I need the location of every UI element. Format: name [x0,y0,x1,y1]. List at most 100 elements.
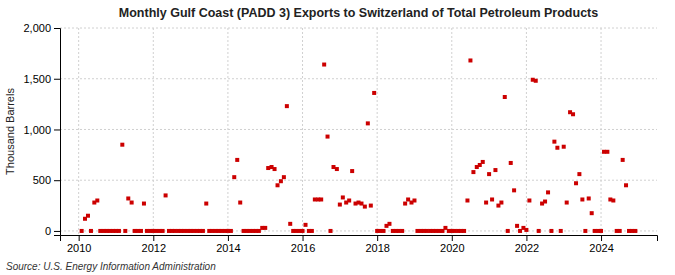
point [503,95,507,99]
tick-label: 2010 [67,242,91,254]
point [574,181,578,185]
tick: 2,000 [23,22,60,34]
point [80,229,84,233]
point [400,229,404,233]
point [204,202,208,206]
point [534,79,538,83]
tick-label: 2014 [216,242,240,254]
tick: 2012 [142,235,166,254]
tick-mark [303,235,304,241]
point [341,195,345,199]
grid-line [227,28,228,235]
point [490,197,494,201]
point [322,63,326,67]
grid-line [60,180,657,181]
tick-mark [79,235,80,241]
point [130,201,134,205]
point [229,229,233,233]
tick-label: 2020 [440,242,464,254]
point [387,222,391,226]
plot: 2010201220142016201820202022202405001,00… [23,22,657,254]
point [506,229,510,233]
point [546,190,550,194]
tick-mark [54,231,60,232]
tick-label: 2,000 [23,22,51,34]
point [366,121,370,125]
point [126,196,130,200]
tick: 2020 [440,235,464,254]
tick-mark [377,235,378,241]
point [142,202,146,206]
tick-label: 2024 [589,242,613,254]
point [335,167,339,171]
point [372,91,376,95]
tick: 2014 [216,235,240,254]
point [481,160,485,164]
point [599,229,603,233]
point [549,229,553,233]
axis-line [54,29,61,236]
tick-mark [54,28,60,29]
points [80,58,638,232]
point [580,197,584,201]
grid-line [60,28,657,29]
point [512,188,516,192]
grid-line [526,28,527,235]
point [562,145,566,149]
point [499,201,503,205]
grid-line [377,28,378,235]
point [369,204,373,208]
point [310,229,314,233]
point [347,199,351,203]
tick: 500 [33,174,60,186]
tick-label: 2012 [142,242,166,254]
tick: 1,500 [23,73,60,85]
annotation: Source: U.S. Energy Information Administ… [6,261,216,272]
point [565,201,569,205]
point [624,183,628,187]
y-axis-title: Thousand Barrels [4,88,16,175]
tick: 1,000 [23,123,60,135]
point [161,229,165,233]
tick: 0 [45,225,60,237]
tick-label: 0 [45,225,51,237]
point [590,211,594,215]
point [201,229,205,233]
point [559,229,563,233]
point [329,229,333,233]
point [235,158,239,162]
point [583,229,587,233]
point [263,226,267,230]
point [117,229,121,233]
grid-line [78,28,79,235]
point [465,199,469,203]
point [139,229,143,233]
tick: 2024 [589,235,613,254]
point [621,158,625,162]
point [524,228,528,232]
grid-line [601,28,602,235]
tick-label: 500 [33,174,51,186]
point [618,229,622,233]
title: Monthly Gulf Coast (PADD 3) Exports to S… [119,6,598,20]
point [301,229,305,233]
point [605,150,609,154]
point [120,143,124,147]
tick-mark [54,180,60,181]
point [279,179,283,183]
point [537,229,541,233]
grid-line [60,129,657,130]
point [338,203,342,207]
point [552,140,556,144]
point [571,112,575,116]
tick-mark [601,235,602,241]
point [403,202,407,206]
point [86,214,90,218]
point [527,199,531,203]
point [123,229,127,233]
tick-mark [452,235,453,241]
point [363,205,367,209]
point [282,175,286,179]
tick-mark [54,129,60,130]
point [232,175,236,179]
